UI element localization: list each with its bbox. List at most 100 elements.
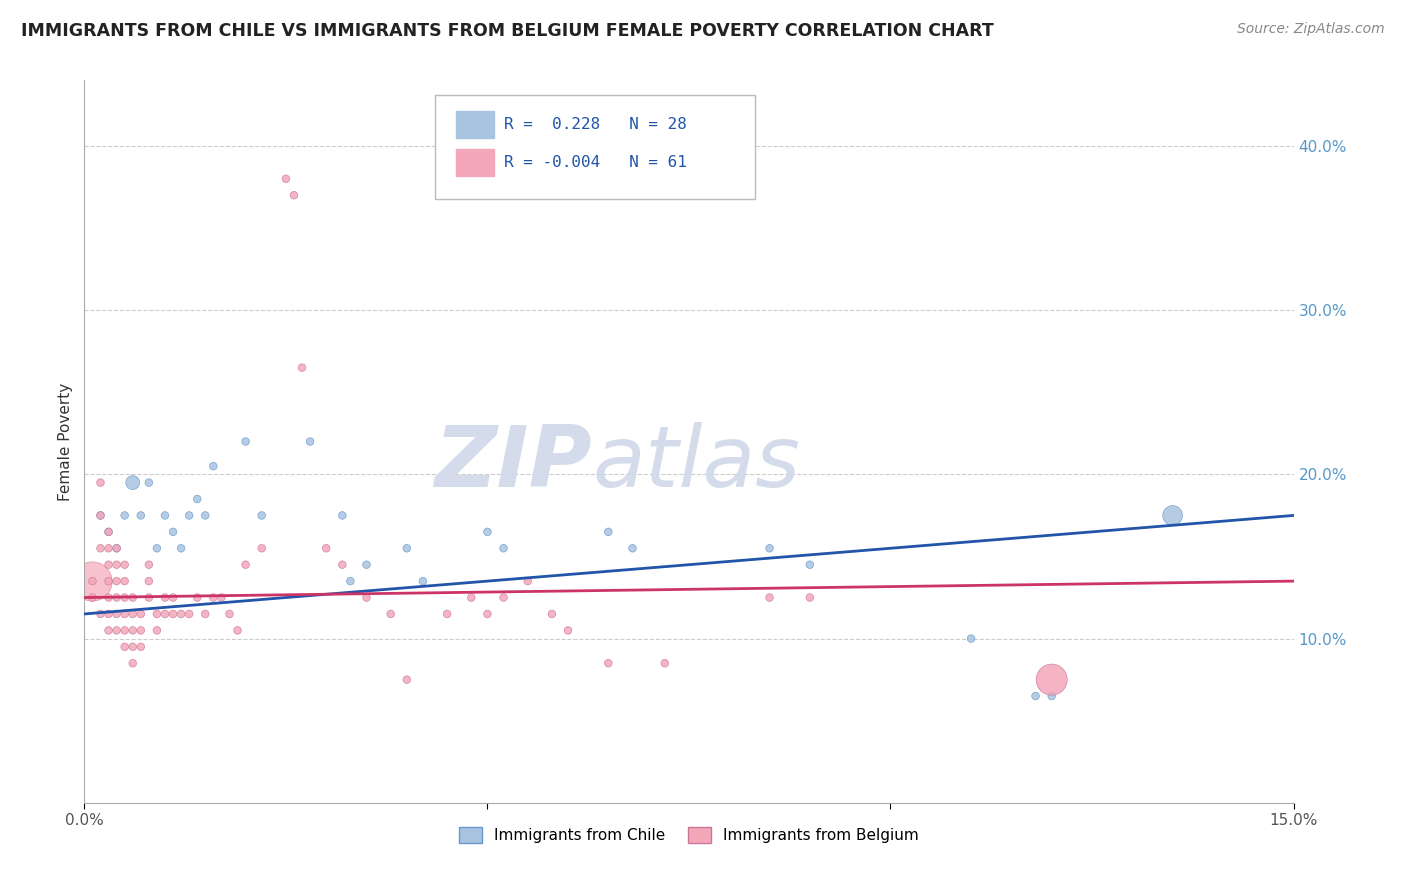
Point (1025, 689, 1047, 703)
Point (97, 574, 120, 588)
Point (138, 558, 160, 572)
Y-axis label: Female Poverty: Female Poverty (58, 383, 73, 500)
Point (114, 508, 136, 523)
Bar (456, 111, 495, 138)
Point (105, 541, 128, 556)
Point (97, 558, 120, 572)
Point (170, 607, 193, 621)
Point (97, 524, 120, 539)
Point (1040, 689, 1063, 703)
Point (492, 591, 515, 605)
Point (339, 574, 361, 588)
Point (82, 574, 104, 588)
Point (138, 574, 160, 588)
Point (114, 591, 136, 605)
Point (758, 541, 780, 556)
FancyBboxPatch shape (434, 95, 755, 200)
Point (1161, 508, 1184, 523)
Point (186, 591, 208, 605)
Point (202, 459, 225, 474)
Point (235, 434, 257, 449)
Point (291, 360, 314, 375)
Point (799, 591, 821, 605)
Point (105, 558, 128, 572)
Point (960, 632, 983, 646)
Point (218, 607, 240, 621)
Point (138, 475, 160, 490)
Point (97, 541, 120, 556)
Point (105, 607, 128, 621)
Point (598, 524, 620, 539)
Point (356, 591, 378, 605)
Point (541, 607, 564, 621)
Point (153, 607, 176, 621)
Point (477, 607, 499, 621)
Point (436, 607, 458, 621)
Point (146, 607, 169, 621)
Point (121, 624, 143, 638)
Point (89, 475, 111, 490)
Point (89, 508, 111, 523)
Point (380, 607, 402, 621)
Text: IMMIGRANTS FROM CHILE VS IMMIGRANTS FROM BELGIUM FEMALE POVERTY CORRELATION CHAR: IMMIGRANTS FROM CHILE VS IMMIGRANTS FROM… (21, 22, 994, 40)
Point (121, 607, 143, 621)
Point (162, 607, 184, 621)
Point (598, 657, 620, 671)
Point (395, 673, 418, 687)
Point (105, 574, 128, 588)
Point (557, 624, 579, 638)
Legend: Immigrants from Chile, Immigrants from Belgium: Immigrants from Chile, Immigrants from B… (453, 822, 925, 849)
Point (121, 591, 143, 605)
Point (89, 508, 111, 523)
Point (179, 607, 201, 621)
Point (114, 624, 136, 638)
Point (97, 607, 120, 621)
Point (250, 508, 273, 523)
Point (114, 558, 136, 572)
Point (121, 475, 143, 490)
Text: R =  0.228   N = 28: R = 0.228 N = 28 (503, 117, 686, 132)
Point (799, 558, 821, 572)
Point (274, 171, 297, 186)
Point (621, 541, 644, 556)
Point (114, 640, 136, 654)
Point (162, 591, 184, 605)
Point (299, 434, 322, 449)
Text: Source: ZipAtlas.com: Source: ZipAtlas.com (1237, 22, 1385, 37)
Point (395, 541, 418, 556)
Point (330, 508, 353, 523)
Point (129, 508, 152, 523)
Point (105, 624, 128, 638)
Point (283, 188, 305, 202)
Point (105, 541, 128, 556)
Point (153, 591, 176, 605)
Bar (456, 149, 495, 177)
Point (129, 607, 152, 621)
Point (226, 624, 249, 638)
Point (1040, 673, 1063, 687)
Point (129, 624, 152, 638)
Point (121, 657, 143, 671)
Point (516, 574, 538, 588)
Point (194, 607, 217, 621)
Point (492, 541, 515, 556)
Point (138, 591, 160, 605)
Point (97, 524, 120, 539)
Point (654, 657, 676, 671)
Point (170, 541, 193, 556)
Point (89, 541, 111, 556)
Point (250, 541, 273, 556)
Point (186, 491, 208, 506)
Point (146, 541, 169, 556)
Point (356, 558, 378, 572)
Point (202, 591, 225, 605)
Point (209, 591, 232, 605)
Point (121, 640, 143, 654)
Point (105, 591, 128, 605)
Point (82, 591, 104, 605)
Text: R = -0.004   N = 61: R = -0.004 N = 61 (503, 155, 686, 170)
Point (412, 574, 434, 588)
Point (758, 591, 780, 605)
Point (477, 524, 499, 539)
Point (460, 591, 482, 605)
